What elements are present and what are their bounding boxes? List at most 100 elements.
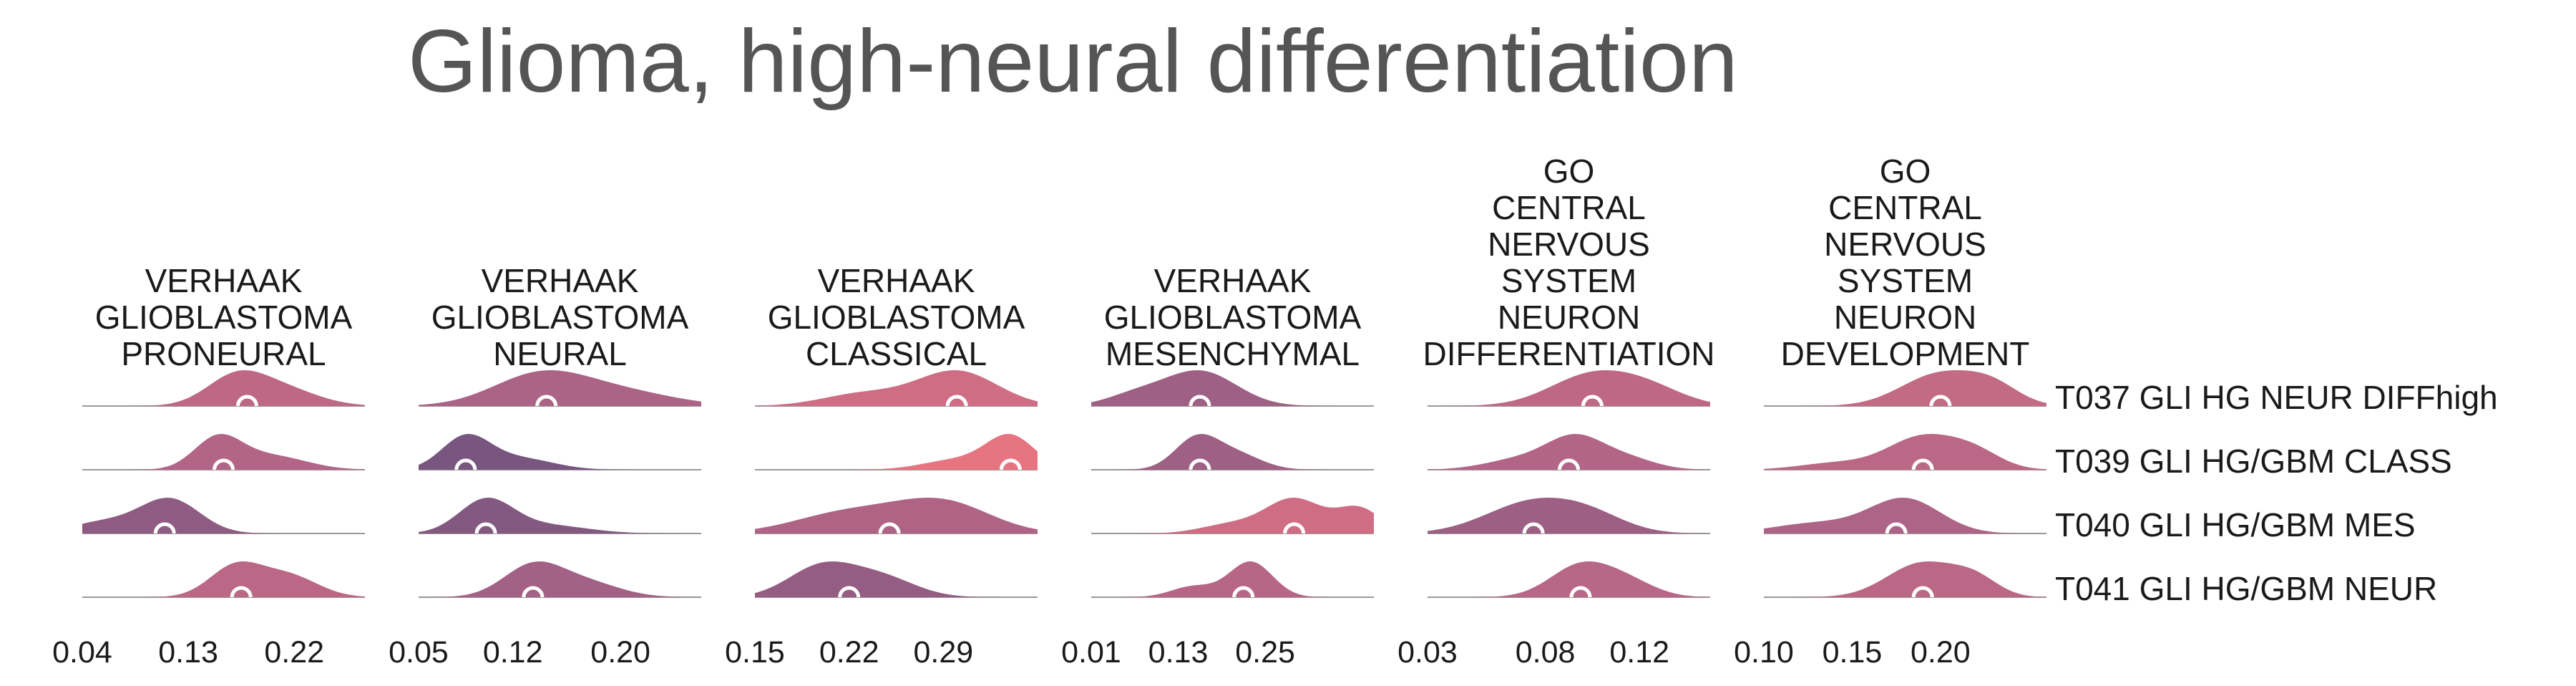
panel-title-line: CENTRAL bbox=[1828, 189, 1982, 226]
x-tick-label: 0.12 bbox=[1609, 635, 1669, 670]
density-ridge bbox=[1764, 561, 2046, 597]
panel-title-line: GLIOBLASTOMA bbox=[768, 299, 1025, 336]
x-tick-label: 0.08 bbox=[1516, 635, 1576, 670]
panel-title-line: DIFFERENTIATION bbox=[1423, 335, 1714, 372]
row-label: T041 GLI HG/GBM NEUR bbox=[2055, 570, 2437, 607]
median-marker bbox=[878, 522, 901, 534]
density-ridge bbox=[1428, 561, 1710, 597]
panel-title-line: VERHAAK bbox=[145, 262, 303, 299]
median-marker bbox=[230, 586, 253, 598]
x-tick-label: 0.20 bbox=[1911, 635, 1971, 670]
density-ridge bbox=[419, 434, 701, 470]
median-marker bbox=[1522, 522, 1545, 534]
x-tick-label: 0.25 bbox=[1235, 635, 1295, 670]
median-marker bbox=[1558, 458, 1580, 470]
panel-title-line: NERVOUS bbox=[1824, 226, 1986, 263]
median-marker bbox=[1929, 395, 1952, 407]
median-marker bbox=[235, 395, 258, 407]
x-tick-label: 0.03 bbox=[1397, 635, 1458, 670]
panel-title-line: VERHAAK bbox=[1154, 262, 1312, 299]
density-ridge bbox=[1091, 498, 1374, 533]
x-tick-label: 0.12 bbox=[483, 635, 543, 670]
panel-title-line: NERVOUS bbox=[1488, 226, 1650, 263]
density-ridge bbox=[1428, 370, 1710, 406]
median-marker bbox=[1885, 522, 1908, 534]
median-marker bbox=[1189, 395, 1211, 407]
median-marker bbox=[213, 458, 235, 470]
x-tick-label: 0.13 bbox=[158, 635, 218, 670]
panel-title-line: CENTRAL bbox=[1492, 189, 1646, 226]
density-ridge bbox=[755, 434, 1038, 470]
median-marker bbox=[1189, 458, 1211, 470]
row-label: T037 GLI HG NEUR DIFFhigh bbox=[2055, 379, 2498, 416]
density-ridge bbox=[82, 434, 365, 470]
median-marker bbox=[474, 522, 497, 534]
x-tick-label: 0.22 bbox=[819, 635, 879, 670]
density-ridge bbox=[755, 370, 1038, 406]
median-marker bbox=[945, 395, 968, 407]
panel-title-line: SYSTEM bbox=[1501, 262, 1636, 299]
median-marker bbox=[1232, 586, 1255, 598]
median-marker bbox=[1283, 522, 1306, 534]
density-ridge bbox=[1091, 434, 1374, 470]
x-tick-label: 0.15 bbox=[725, 635, 785, 670]
panel-title-line: NEURAL bbox=[493, 335, 627, 372]
panel-title-line: GO bbox=[1543, 153, 1595, 190]
row-label: T039 GLI HG/GBM CLASS bbox=[2055, 443, 2452, 480]
panel-title-line: NEURON bbox=[1834, 299, 1976, 336]
x-tick-label: 0.15 bbox=[1823, 635, 1883, 670]
density-ridge bbox=[1091, 561, 1374, 597]
row-label: T040 GLI HG/GBM MES bbox=[2055, 506, 2416, 544]
density-ridge bbox=[1428, 498, 1710, 533]
panel-title-line: PRONEURAL bbox=[121, 335, 326, 372]
x-tick-label: 0.05 bbox=[389, 635, 449, 670]
density-ridge bbox=[755, 561, 1038, 597]
median-marker bbox=[1581, 395, 1604, 407]
density-ridge bbox=[419, 561, 701, 597]
density-ridge bbox=[1764, 498, 2046, 533]
row-labels-group: T037 GLI HG NEUR DIFFhigh T039 GLI HG/GBM… bbox=[2055, 379, 2498, 607]
median-marker bbox=[454, 458, 477, 470]
median-marker bbox=[1911, 458, 1934, 470]
density-ridge bbox=[755, 498, 1038, 533]
median-marker bbox=[1569, 586, 1592, 598]
median-marker bbox=[1911, 586, 1934, 598]
density-ridge bbox=[419, 498, 701, 533]
median-marker bbox=[522, 586, 545, 598]
chart-title: Glioma, high-neural differentiation bbox=[408, 12, 1738, 111]
x-tick-label: 0.10 bbox=[1734, 635, 1794, 670]
x-tick-label: 0.13 bbox=[1148, 635, 1209, 670]
panel-title-line: SYSTEM bbox=[1838, 262, 1973, 299]
panel-4: GOCENTRALNERVOUSSYSTEMNEURONDIFFERENTIAT… bbox=[1397, 153, 1714, 670]
density-ridge bbox=[1428, 434, 1710, 470]
median-marker bbox=[535, 395, 558, 407]
x-tick-label: 0.29 bbox=[913, 635, 973, 670]
panel-title-line: DEVELOPMENT bbox=[1781, 335, 2030, 372]
density-ridge bbox=[82, 561, 365, 597]
panel-title-line: GO bbox=[1880, 153, 1931, 190]
median-marker bbox=[153, 522, 176, 534]
panel-title-line: VERHAAK bbox=[482, 262, 639, 299]
median-marker bbox=[838, 586, 861, 598]
x-tick-label: 0.04 bbox=[52, 635, 112, 670]
panel-title-line: MESENCHYMAL bbox=[1106, 335, 1360, 372]
panel-title-line: NEURON bbox=[1498, 299, 1640, 336]
density-ridge bbox=[82, 370, 365, 406]
median-marker bbox=[999, 458, 1022, 470]
density-ridge bbox=[82, 498, 365, 533]
density-ridge bbox=[1764, 434, 2046, 470]
panel-title-line: VERHAAK bbox=[818, 262, 975, 299]
density-ridge bbox=[1091, 370, 1374, 406]
panel-title-line: GLIOBLASTOMA bbox=[431, 299, 689, 336]
x-tick-label: 0.22 bbox=[264, 635, 324, 670]
density-ridge bbox=[419, 370, 701, 406]
panel-title-line: CLASSICAL bbox=[806, 335, 987, 372]
panel-title-line: GLIOBLASTOMA bbox=[1104, 299, 1362, 336]
